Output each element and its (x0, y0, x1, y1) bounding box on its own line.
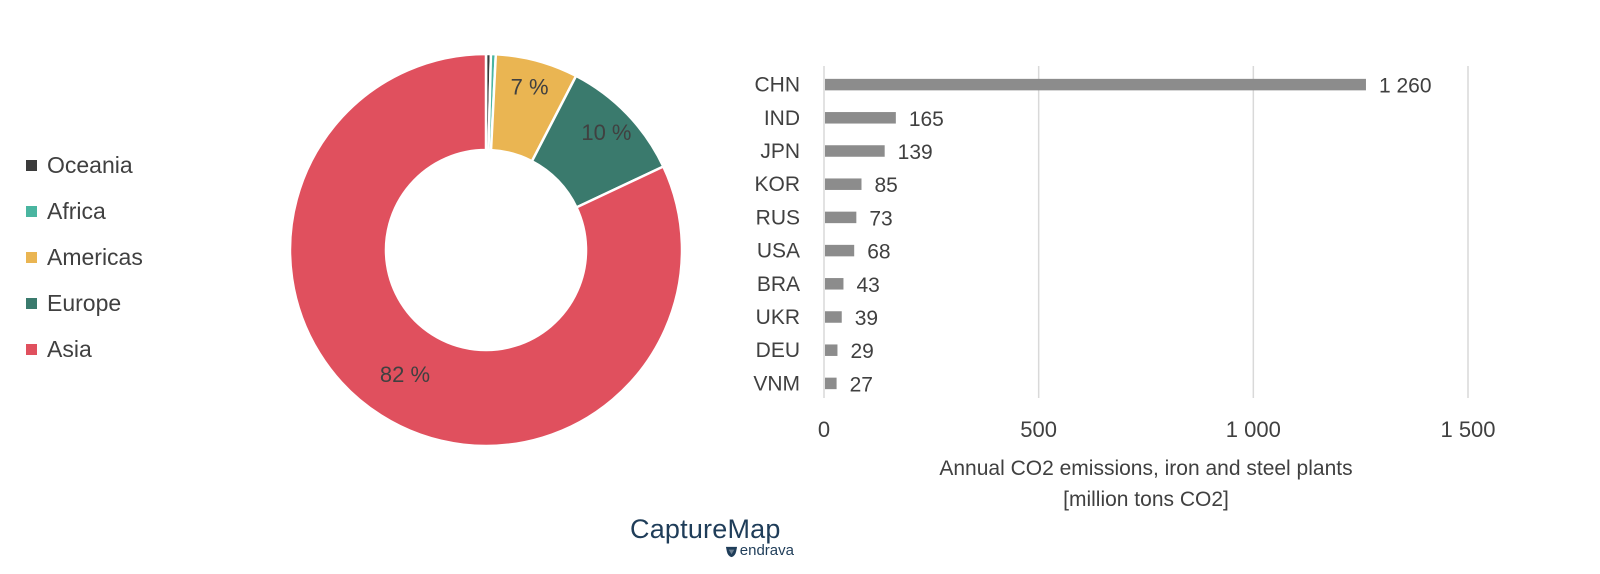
bar-deu (825, 344, 838, 356)
legend-label: Oceania (47, 151, 133, 178)
brand-sub: endrava (630, 543, 796, 559)
legend-swatch (26, 159, 37, 171)
bar-bra (825, 278, 844, 290)
donut-chart: 7 % 10 % 82 % (288, 52, 684, 448)
value-label-kor: 85 (874, 174, 897, 197)
donut-label-asia: 82 % (380, 362, 430, 387)
bar-vnm (825, 377, 837, 390)
legend-item-americas: Americas (26, 234, 143, 280)
legend-label: Europe (47, 289, 122, 316)
category-label-ind: IND (764, 107, 800, 130)
x-tick-label: 0 (818, 417, 830, 442)
legend-swatch (26, 251, 37, 263)
legend-label: Americas (47, 243, 143, 270)
value-label-bra: 43 (856, 274, 879, 297)
x-axis-title-line: [million tons CO2] (1063, 488, 1229, 511)
value-label-vnm: 27 (850, 373, 873, 396)
donut-label-europe: 10 % (581, 120, 631, 145)
x-tick-label: 500 (1020, 417, 1057, 442)
value-label-usa: 68 (867, 241, 890, 264)
value-label-chn: 1 260 (1379, 75, 1432, 98)
legend-item-africa: Africa (26, 188, 143, 234)
x-tick-label: 1 500 (1440, 417, 1495, 442)
legend-item-oceania: Oceania (26, 142, 143, 188)
brand-sub-text: endrava (739, 542, 794, 559)
legend-swatch (26, 205, 37, 217)
category-label-chn: CHN (755, 74, 801, 97)
category-label-jpn: JPN (760, 140, 800, 163)
legend-swatch (26, 343, 37, 355)
value-label-ind: 165 (909, 108, 944, 131)
x-axis-title-line: Annual CO2 emissions, iron and steel pla… (939, 457, 1352, 480)
legend-label: Asia (47, 335, 92, 362)
brand-logo: CaptureMap endrava (630, 514, 796, 559)
donut-slice-asia (288, 52, 684, 448)
legend-item-europe: Europe (26, 280, 143, 326)
bar-rus (825, 211, 857, 224)
value-label-deu: 29 (850, 340, 873, 363)
category-label-deu: DEU (756, 339, 800, 362)
category-label-ukr: UKR (756, 306, 800, 329)
category-label-rus: RUS (756, 206, 800, 229)
category-label-vnm: VNM (753, 372, 800, 395)
donut-label-americas: 7 % (511, 74, 549, 99)
category-label-bra: BRA (757, 273, 800, 296)
category-label-kor: KOR (754, 173, 800, 196)
value-label-ukr: 39 (855, 307, 878, 330)
value-label-jpn: 139 (898, 141, 933, 164)
legend-label: Africa (47, 197, 106, 224)
bar-kor (825, 178, 862, 190)
bar-ukr (825, 311, 842, 323)
bar-usa (825, 244, 855, 257)
shield-leaf-icon (725, 546, 737, 557)
x-tick-label: 1 000 (1226, 417, 1281, 442)
bar-jpn (825, 145, 885, 157)
category-label-usa: USA (757, 240, 800, 263)
bar-chn (825, 78, 1366, 91)
value-label-rus: 73 (869, 207, 892, 230)
pie-legend: Oceania Africa Americas Europe Asia (26, 142, 143, 372)
bar-ind (825, 112, 896, 124)
brand-name: CaptureMap (630, 514, 781, 544)
legend-swatch (26, 297, 37, 309)
legend-item-asia: Asia (26, 326, 143, 372)
